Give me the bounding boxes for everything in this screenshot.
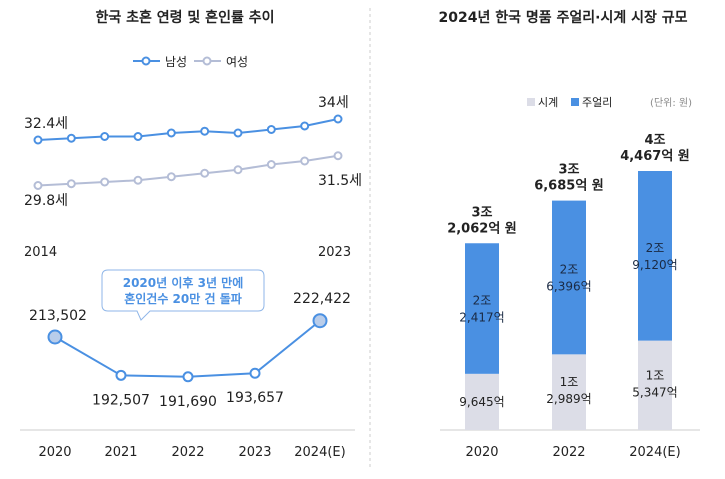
marriage-count-series: 213,502 2020 192,507 2021 191,690 2022 193,657… [29, 291, 351, 460]
bar-jewelry-1 [552, 200, 586, 355]
age-point-1-6 [233, 165, 243, 175]
marriage-x-tick-2: 2022 [171, 445, 204, 460]
bar-jewelry-label-1-1: 6,396억 [546, 279, 591, 293]
age-point-0-6 [233, 128, 243, 138]
bar-jewelry-label-0-0: 2조 [473, 294, 492, 308]
male-age-series [33, 114, 343, 145]
age-point-0-7 [266, 125, 276, 134]
marriage-value-label-0: 213,502 [29, 308, 87, 324]
age-point-0-5 [200, 126, 210, 136]
marriage-line [54, 319, 321, 378]
bar-total-label-1-0: 3조 [558, 163, 579, 178]
marriage-point-2 [182, 371, 194, 383]
marriage-point-0 [47, 329, 63, 345]
age-x-start-label: 2014 [24, 245, 57, 260]
male-start-label: 32.4세 [24, 116, 68, 132]
bar-jewelry-2 [638, 171, 672, 341]
bar-total-label-1-1: 6,685억 원 [534, 179, 604, 194]
bar-total-label-2-1: 4,467억 원 [620, 149, 690, 164]
female-start-label: 29.8세 [24, 193, 68, 209]
legend-female-marker [202, 56, 212, 66]
marriage-point-3 [249, 367, 261, 379]
female-end-label: 31.5세 [318, 173, 362, 189]
marriage-x-tick-1: 2021 [104, 445, 137, 460]
bar-x-tick-2: 2024(E) [629, 445, 680, 460]
right-legend: 시계 주얼리 (단위: 원) [527, 95, 692, 109]
bar-jewelry-label-1-0: 2조 [560, 262, 579, 276]
bar-watch-1 [552, 354, 586, 430]
age-point-1-9 [333, 151, 343, 161]
age-point-0-8 [300, 121, 310, 131]
legend-male-marker [141, 56, 151, 66]
bar-watch-label-1-0: 1조 [560, 375, 579, 389]
bar-jewelry-label-2-0: 2조 [646, 241, 665, 255]
age-point-1-5 [200, 168, 210, 178]
marriage-value-label-2: 191,690 [159, 394, 217, 410]
bar-watch-label-2-0: 1조 [646, 368, 665, 382]
age-point-0-9 [333, 114, 343, 124]
bar-total-label-0-1: 2,062억 원 [447, 221, 517, 236]
marriage-point-4 [312, 313, 328, 329]
age-point-1-8 [300, 156, 310, 166]
age-point-1-3 [133, 175, 143, 185]
age-point-1-1 [66, 179, 76, 189]
legend-jewelry-swatch [571, 98, 579, 106]
age-point-0-4 [166, 128, 176, 138]
left-chart-title: 한국 초혼 연령 및 혼인률 추이 [96, 9, 275, 26]
marriage-value-label-3: 193,657 [226, 390, 284, 406]
age-line-1 [37, 154, 339, 187]
marriage-x-tick-4: 2024(E) [294, 445, 345, 460]
unit-note: (단위: 원) [650, 96, 692, 109]
bar-jewelry-0 [465, 243, 499, 374]
marriage-x-tick-0: 2020 [38, 445, 71, 460]
callout-line-2: 혼인건수 20만 건 돌파 [124, 291, 242, 306]
legend-male-label: 남성 [165, 55, 187, 69]
marriage-point-1 [115, 369, 127, 381]
age-point-0-2 [100, 132, 110, 141]
bar-watch-label-2-1: 5,347억 [632, 385, 677, 399]
bar-total-label-0-0: 3조 [471, 205, 492, 220]
bar-watch-0 [465, 373, 499, 430]
age-point-1-0 [33, 181, 43, 190]
female-age-series [33, 151, 343, 190]
left-legend: 남성 여성 [133, 55, 248, 69]
age-point-1-4 [166, 172, 176, 182]
bar-jewelry-label-0-1: 2,417억 [459, 311, 504, 325]
bar-x-tick-0: 2020 [465, 445, 498, 460]
legend-watch-label: 시계 [538, 96, 558, 109]
legend-watch-swatch [527, 98, 535, 106]
age-point-0-1 [66, 133, 76, 143]
bar-x-tick-1: 2022 [552, 445, 585, 460]
right-chart-title: 2024년 한국 명품 주얼리·시계 시장 규모 [439, 9, 688, 26]
age-x-end-label: 2023 [318, 245, 351, 260]
male-end-label: 34세 [318, 95, 349, 111]
age-point-1-2 [100, 177, 110, 187]
marriage-value-label-4: 222,422 [293, 291, 351, 307]
bar-watch-2 [638, 340, 672, 430]
callout-bubble [101, 269, 265, 321]
marriage-x-tick-3: 2023 [238, 445, 271, 460]
age-point-0-3 [133, 132, 143, 141]
bar-watch-label-0-0: 9,645억 [459, 395, 504, 409]
bar-watch-label-1-1: 2,989억 [546, 392, 591, 406]
legend-female-label: 여성 [226, 55, 248, 69]
marriage-value-label-1: 192,507 [92, 392, 150, 408]
marriage-callout: 2020년 이후 3년 만에 혼인건수 20만 건 돌파 [101, 269, 265, 321]
age-line-0 [37, 118, 339, 141]
bar-jewelry-label-2-1: 9,120억 [632, 258, 677, 272]
bar-total-label-2-0: 4조 [644, 133, 665, 148]
age-point-0-0 [33, 135, 43, 145]
legend-jewelry-label: 주얼리 [582, 95, 612, 109]
age-point-1-7 [266, 160, 276, 169]
callout-line-1: 2020년 이후 3년 만에 [123, 275, 244, 290]
